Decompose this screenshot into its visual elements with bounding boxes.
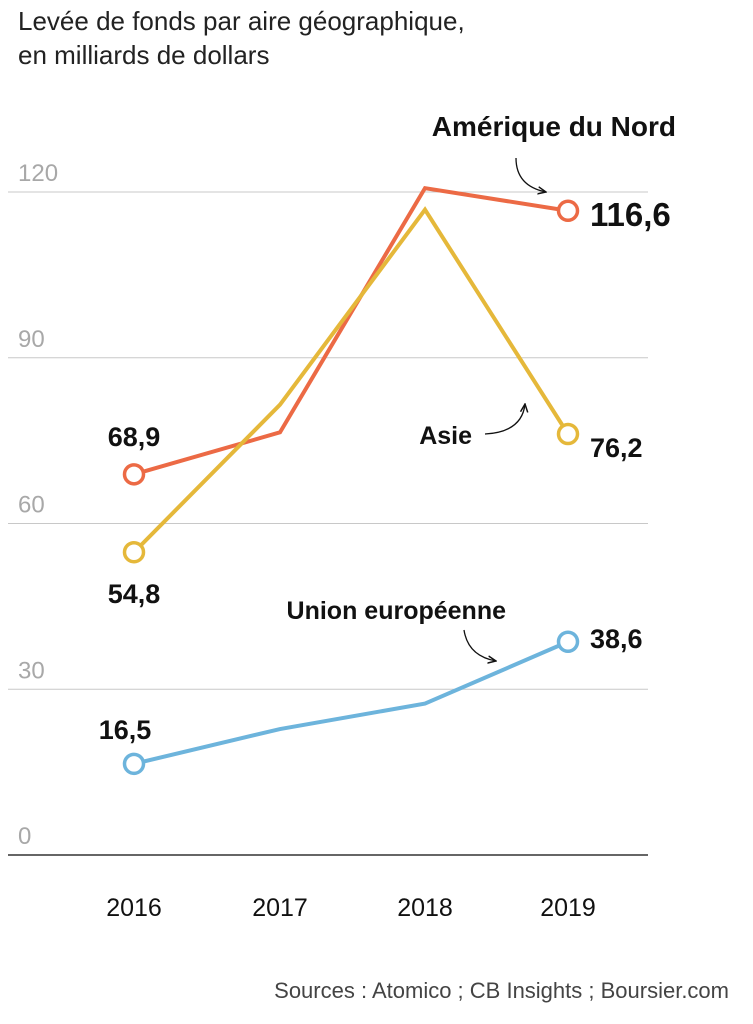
x-tick-label: 2016	[106, 894, 162, 922]
y-tick-label: 90	[18, 326, 45, 353]
north-america-value-2019: 116,6	[590, 196, 671, 233]
chart-title-line-2: en milliards de dollars	[18, 40, 270, 70]
north-america-arrow	[515, 157, 546, 192]
asia-line	[132, 206, 570, 554]
asia-point	[556, 422, 580, 446]
asia-arrow	[484, 404, 525, 435]
asia-value-2019: 76,2	[590, 433, 643, 463]
chart-title: Levée de fonds par aire géographique, en…	[18, 4, 465, 72]
x-tick-label: 2018	[397, 894, 453, 922]
eu-arrow	[463, 629, 496, 661]
eu-point	[122, 752, 146, 776]
asia-series-label: Asie	[419, 422, 472, 450]
eu-point	[556, 630, 580, 653]
eu-value-2019: 38,6	[590, 624, 643, 654]
y-tick-label: 30	[18, 657, 45, 684]
north-america-point	[122, 463, 146, 486]
x-tick-label: 2019	[540, 894, 596, 922]
asia-point	[122, 540, 146, 564]
y-tick-label: 0	[18, 823, 31, 850]
chart-title-line-1: Levée de fonds par aire géographique,	[18, 6, 465, 36]
north-america-point	[556, 199, 580, 223]
y-tick-label: 120	[18, 160, 58, 187]
line-chart: 0 30 60 90 120 2016 2017 2018 2019 68,9 116,6 Amé…	[8, 111, 676, 922]
north-america-value-2016: 68,9	[108, 422, 161, 452]
source-note: Sources : Atomico ; CB Insights ; Boursi…	[274, 978, 729, 1003]
north-america-series-label: Amérique du Nord	[432, 111, 676, 142]
y-tick-label: 60	[18, 492, 45, 519]
eu-line	[133, 639, 569, 766]
x-tick-label: 2017	[252, 894, 308, 922]
asia-value-2016: 54,8	[108, 579, 161, 609]
eu-value-2016: 16,5	[99, 715, 152, 745]
eu-series-label: Union européenne	[287, 597, 507, 625]
